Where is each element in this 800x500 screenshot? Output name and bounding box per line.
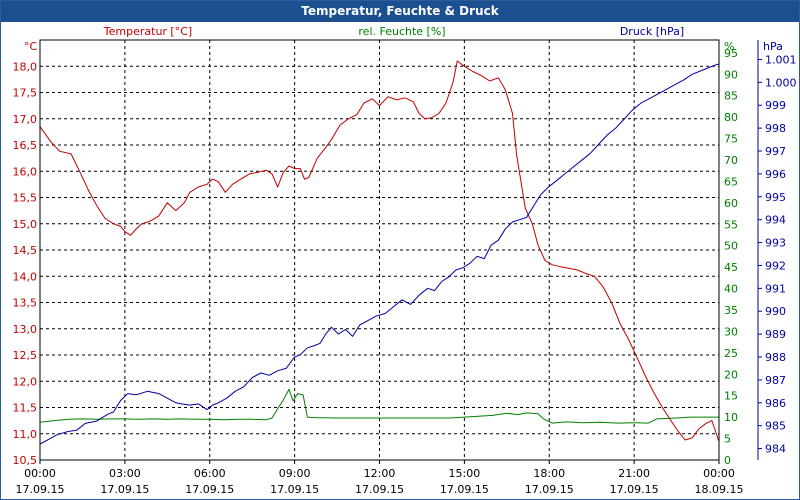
humidity-tick-label: 35 <box>724 304 738 317</box>
pressure-tick-label: 985 <box>765 420 786 433</box>
x-tick-label-date: 17.09.15 <box>270 483 319 496</box>
x-tick-label-time: 06:00 <box>194 467 226 480</box>
pressure-tick-label: 997 <box>765 145 786 158</box>
humidity-tick-label: 75 <box>724 133 738 146</box>
pressure-tick-label: 986 <box>765 397 786 410</box>
temp-tick-label: 14,5 <box>13 244 38 257</box>
temp-tick-label: 17,5 <box>13 87 38 100</box>
pressure-tick-label: 998 <box>765 122 786 135</box>
humidity-tick-label: 70 <box>724 154 738 167</box>
axes: 00:00 17.09.15 03:00 17.09.15 06:00 17.09.15 0… <box>13 40 797 496</box>
pressure-tick-label: 992 <box>765 259 786 272</box>
temperature-series-line <box>39 60 720 442</box>
pressure-tick-label: 995 <box>765 191 786 204</box>
pressure-tick-label: 1.001 <box>765 53 797 66</box>
humidity-tick-label: 85 <box>724 90 738 103</box>
legend-pressure: Druck [hPa] <box>620 25 684 38</box>
humidity-tick-label: 20 <box>724 368 738 381</box>
temp-tick-label: 13,5 <box>13 297 38 310</box>
humidity-tick-label: 60 <box>724 197 738 210</box>
x-tick-label-date: 17.09.15 <box>16 483 65 496</box>
humidity-tick-label: 80 <box>724 111 738 124</box>
temp-tick-label: 16,5 <box>13 139 38 152</box>
humidity-tick-label: 40 <box>724 283 738 296</box>
pressure-tick-label: 994 <box>765 214 786 227</box>
x-tick-label-time: 00:00 <box>24 467 56 480</box>
x-tick-label-time: 15:00 <box>449 467 481 480</box>
pressure-tick-label: 999 <box>765 99 786 112</box>
x-tick-label-date: 17.09.15 <box>355 483 404 496</box>
temp-tick-label: 15,0 <box>13 218 38 231</box>
x-tick-label-time: 09:00 <box>279 467 311 480</box>
humidity-tick-label: 15 <box>724 390 738 403</box>
temp-tick-label: 11,0 <box>13 428 38 441</box>
pressure-unit-label: hPa <box>763 40 783 53</box>
pressure-series-line <box>39 63 720 445</box>
legend-humidity: rel. Feuchte [%] <box>358 25 445 38</box>
humidity-tick-label: 5 <box>724 433 731 446</box>
humidity-series-line <box>39 388 719 424</box>
legend-temperature: Temperatur [°C] <box>103 25 192 38</box>
pressure-tick-label: 987 <box>765 374 786 387</box>
humidity-tick-label: 0 <box>724 454 731 467</box>
x-tick-label-date: 17.09.15 <box>610 483 659 496</box>
humidity-tick-label: 10 <box>724 411 738 424</box>
temp-tick-label: 11,5 <box>13 402 38 415</box>
humidity-tick-label: 50 <box>724 240 738 253</box>
pressure-tick-label: 984 <box>765 443 786 456</box>
chart-title: Temperatur, Feuchte & Druck <box>1 1 799 22</box>
pressure-tick-label: 989 <box>765 328 786 341</box>
pressure-tick-label: 990 <box>765 305 786 318</box>
temp-tick-label: 12,0 <box>13 375 38 388</box>
humidity-tick-label: 45 <box>724 261 738 274</box>
temp-tick-label: 12,5 <box>13 349 38 362</box>
pressure-tick-label: 991 <box>765 282 786 295</box>
humidity-tick-label: 90 <box>724 68 738 81</box>
temp-tick-label: 10,5 <box>13 454 38 467</box>
x-tick-label-date: 17.09.15 <box>440 483 489 496</box>
x-tick-label-time: 18:00 <box>533 467 565 480</box>
x-tick-label-date: 17.09.15 <box>100 483 149 496</box>
pressure-tick-label: 1.000 <box>765 76 797 89</box>
humidity-tick-label: 95 <box>724 47 738 60</box>
x-tick-label-date: 17.09.15 <box>185 483 234 496</box>
x-tick-label-date: 17.09.15 <box>525 483 574 496</box>
x-tick-label-time: 03:00 <box>109 467 141 480</box>
pressure-tick-label: 993 <box>765 237 786 250</box>
humidity-tick-label: 25 <box>724 347 738 360</box>
temp-tick-label: 18,0 <box>13 60 38 73</box>
humidity-tick-label: 65 <box>724 175 738 188</box>
x-tick-label-time: 12:00 <box>364 467 396 480</box>
humidity-unit-label: % <box>724 40 734 53</box>
humidity-tick-label: 55 <box>724 218 738 231</box>
pressure-tick-label: 988 <box>765 351 786 364</box>
temp-tick-label: 17,0 <box>13 113 38 126</box>
x-tick-label-time: 00:00 <box>703 467 735 480</box>
series-lines <box>39 60 720 445</box>
temp-tick-label: 13,0 <box>13 323 38 336</box>
grid <box>40 40 719 460</box>
humidity-tick-label: 30 <box>724 325 738 338</box>
temp-unit-label: °C <box>24 40 38 53</box>
pressure-tick-label: 996 <box>765 168 786 181</box>
x-tick-label-time: 21:00 <box>618 467 650 480</box>
temp-tick-label: 16,0 <box>13 165 38 178</box>
temp-tick-label: 15,5 <box>13 192 38 205</box>
temp-tick-label: 14,0 <box>13 270 38 283</box>
x-tick-label-date: 18.09.15 <box>695 483 744 496</box>
